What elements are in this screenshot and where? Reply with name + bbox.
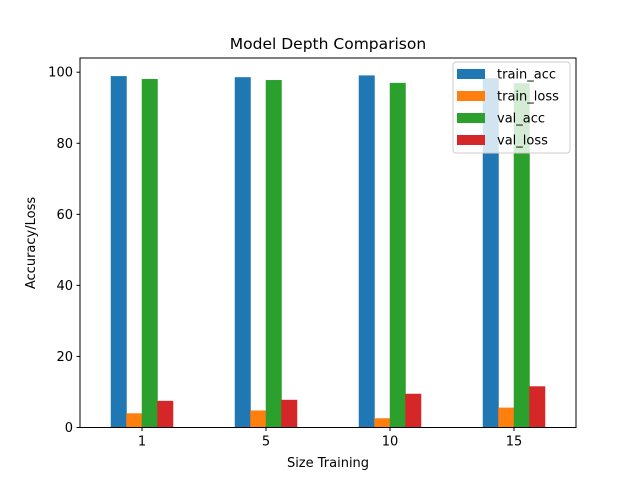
chart-title: Model Depth Comparison: [230, 35, 426, 53]
bars-group: [110, 75, 546, 428]
y-tick-label: 60: [56, 208, 73, 223]
y-tick-label: 40: [56, 279, 73, 294]
bar-val-acc-15: [513, 83, 530, 428]
x-axis-label: Size Training: [287, 456, 369, 471]
legend-label-train-loss: train_loss: [497, 90, 559, 105]
bar-val-acc-1: [141, 78, 158, 428]
y-tick-label: 100: [48, 66, 73, 81]
bar-val-loss-10: [405, 393, 422, 428]
bar-train-acc-5: [234, 77, 251, 428]
x-tick-label: 5: [262, 435, 270, 450]
legend-label-val-loss: val_loss: [497, 134, 548, 149]
y-tick-label: 20: [56, 350, 73, 365]
bar-val-acc-5: [265, 80, 282, 428]
y-tick-label: 80: [56, 137, 73, 152]
x-axis-ticks: 1 5 10 15: [138, 427, 523, 450]
bar-val-loss-5: [281, 399, 298, 428]
bar-val-acc-10: [389, 82, 406, 428]
legend-swatch-val-acc: [457, 113, 485, 123]
legend-swatch-train-loss: [457, 91, 485, 101]
bar-val-loss-15: [529, 386, 546, 428]
legend-box: [452, 61, 571, 154]
bar-train-loss-1: [126, 413, 143, 428]
bar-val-loss-1: [157, 400, 174, 428]
legend-label-train-acc: train_acc: [497, 68, 556, 83]
y-tick-label: 0: [65, 421, 73, 436]
x-tick-label: 15: [506, 435, 523, 450]
y-axis-label: Accuracy/Loss: [24, 197, 39, 289]
bar-train-acc-10: [358, 75, 375, 428]
bar-train-acc-15: [482, 78, 499, 428]
legend-label-val-acc: val_acc: [497, 112, 545, 127]
bar-train-acc-1: [110, 76, 127, 428]
x-tick-label: 1: [138, 435, 146, 450]
x-tick-label: 10: [382, 435, 399, 450]
bar-train-loss-10: [374, 418, 391, 428]
y-axis-ticks: 0 20 40 60 80 100: [48, 66, 80, 436]
legend-swatch-val-loss: [457, 135, 485, 145]
bar-train-loss-15: [498, 407, 515, 428]
legend-swatch-train-acc: [457, 69, 485, 79]
plot-frame: [79, 57, 577, 428]
legend-items: train_acc train_loss val_acc val_loss: [457, 68, 559, 149]
bar-train-loss-5: [250, 410, 267, 428]
legend: train_acc train_loss val_acc val_loss: [452, 61, 571, 154]
